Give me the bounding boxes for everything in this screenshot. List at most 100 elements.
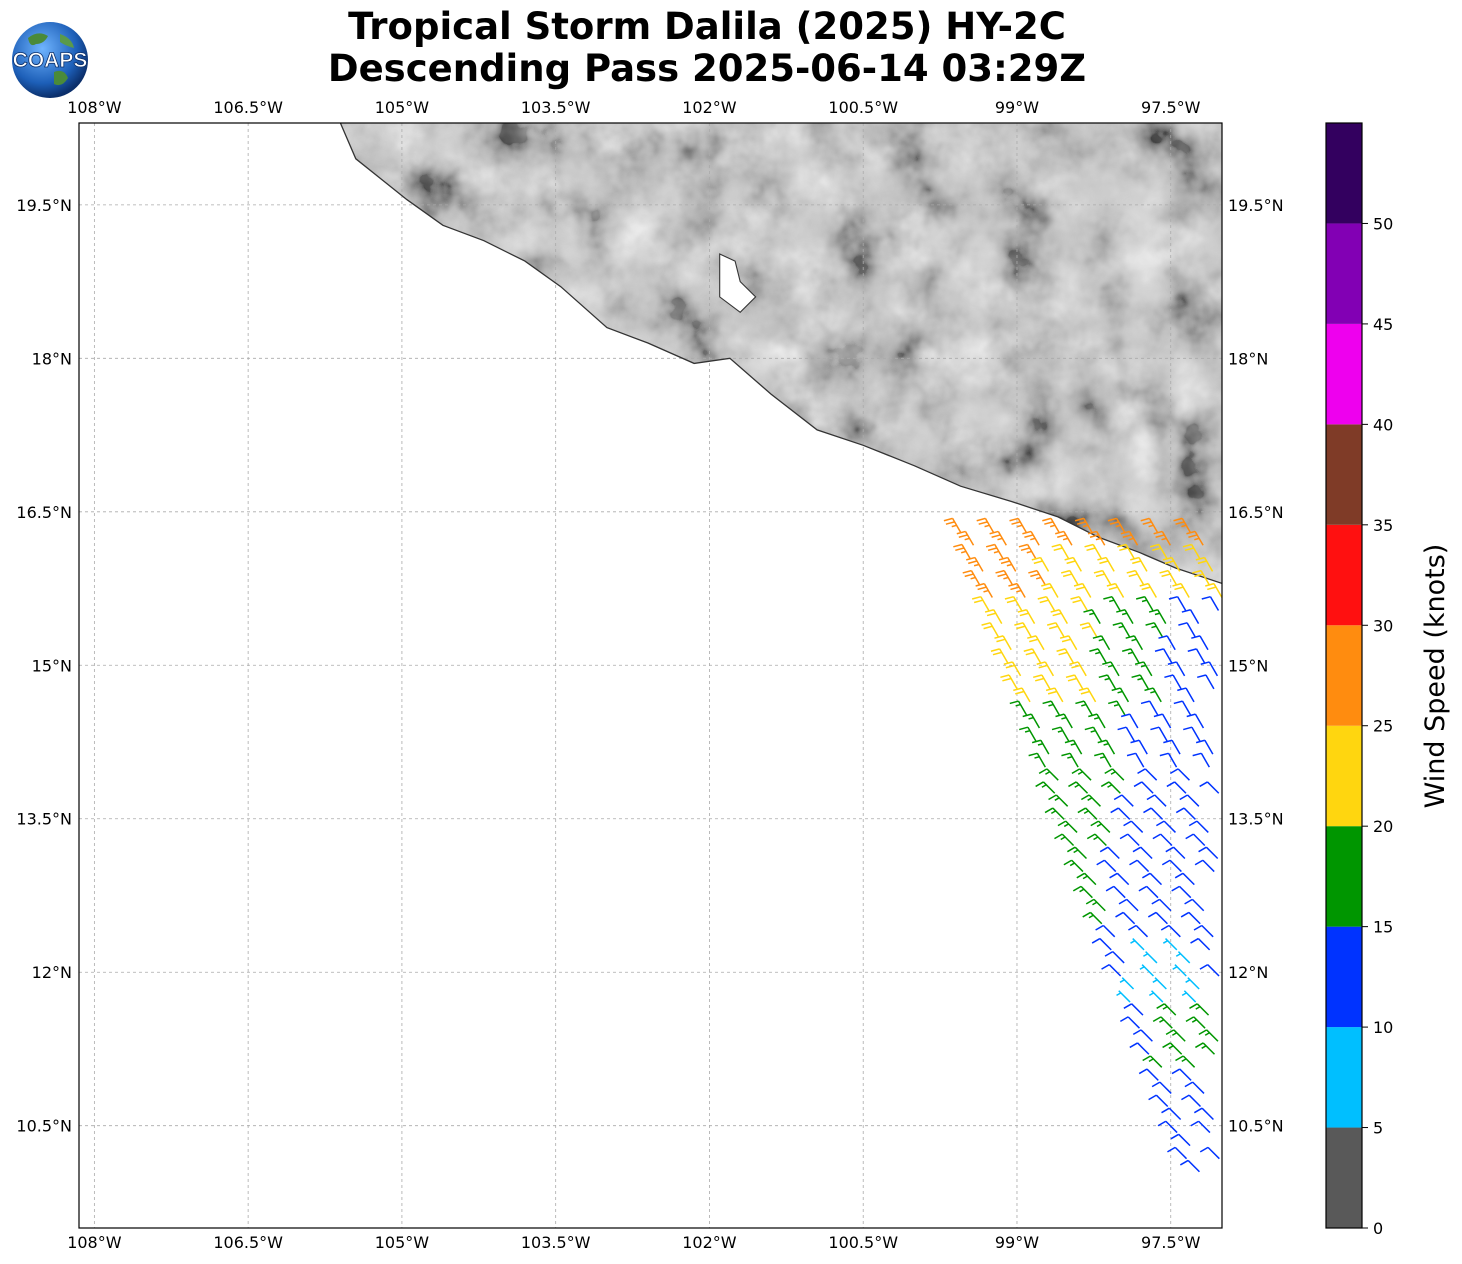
wind-barb (995, 569, 1013, 585)
colorbar-tick-label: 40 (1373, 415, 1393, 434)
wind-barb (1084, 726, 1103, 742)
wind-barb (1061, 752, 1079, 768)
wind-barb (1059, 635, 1078, 651)
wind-barb (1197, 674, 1215, 690)
wind-barb (1132, 846, 1153, 860)
wind-barb (1064, 739, 1083, 755)
wind-barb (1068, 781, 1089, 794)
wind-barb (971, 595, 990, 611)
lat-tick-label: 13.5°N (16, 810, 72, 829)
wind-barb (1184, 898, 1205, 912)
wind-barb (1169, 768, 1190, 781)
wind-barb (1143, 951, 1158, 964)
wind-barb (1086, 833, 1107, 846)
wind-barb (1186, 713, 1205, 729)
wind-barb (998, 556, 1017, 572)
wind-barb (1185, 833, 1206, 846)
wind-barb (1009, 700, 1028, 716)
wind-barb (1071, 768, 1092, 781)
map-panel (78, 122, 1223, 1229)
wind-barb (1152, 833, 1173, 846)
wind-barb (1205, 582, 1222, 598)
wind-barb (989, 530, 1007, 546)
wind-barb (1126, 569, 1145, 585)
wind-barb (1167, 661, 1186, 677)
colorbar-bin (1326, 926, 1362, 1028)
wind-barb (1076, 872, 1097, 886)
wind-barb (1038, 768, 1059, 781)
wind-barb (1099, 846, 1120, 860)
wind-barb (1092, 635, 1111, 651)
wind-barbs (943, 517, 1222, 1173)
lat-tick-label: 13.5°N (1228, 810, 1284, 829)
wind-barb (1158, 635, 1176, 651)
wind-barb (1140, 517, 1159, 533)
wind-barb (1060, 569, 1079, 585)
wind-barb (1129, 1042, 1150, 1055)
colorbar-tick-label: 30 (1373, 616, 1393, 635)
wind-barb (1018, 543, 1037, 559)
wind-barb (1199, 781, 1220, 794)
wind-barb (1173, 700, 1192, 716)
colorbar-bin (1326, 223, 1362, 324)
wind-barb (1151, 898, 1172, 912)
wind-barb (1031, 739, 1050, 755)
wind-barb (1142, 1055, 1163, 1068)
wind-barb (1182, 543, 1201, 559)
colorbar: 0 5 10 15 20 25 30 35 40 45 50 (1325, 122, 1393, 1238)
wind-barb (1148, 609, 1167, 624)
lat-tick-label: 19.5°N (1228, 196, 1284, 215)
wind-barb (1093, 569, 1112, 585)
wind-barb (1154, 648, 1173, 664)
wind-barb (1041, 582, 1059, 598)
wind-barb (1096, 859, 1117, 873)
wind-barb (1070, 595, 1088, 611)
wind-barb (985, 543, 1004, 559)
wind-barb (1104, 950, 1125, 964)
earth-globe-icon: COAPS (12, 22, 88, 98)
wind-barb (1090, 820, 1111, 833)
wind-barb (1027, 635, 1045, 651)
lon-tick-label: 105°W (375, 98, 430, 117)
wind-barb (956, 530, 975, 546)
wind-barb (1146, 794, 1167, 807)
wind-barb (1133, 781, 1154, 794)
wind-barb (1164, 674, 1182, 690)
wind-barb (1087, 530, 1106, 546)
colorbar-tick-label: 20 (1373, 817, 1393, 836)
wind-barb (1172, 582, 1190, 598)
wind-barb (1179, 1159, 1200, 1173)
lat-tick-label: 10.5°N (16, 1117, 72, 1136)
wind-barb (1126, 752, 1145, 768)
lon-tick-label: 105°W (375, 1233, 430, 1252)
wind-barb (1109, 872, 1130, 886)
lon-tick-label: 106.5°W (213, 1233, 283, 1252)
colorbar-bin (1326, 123, 1362, 224)
wind-barb (1132, 1029, 1153, 1042)
wind-barb (1179, 794, 1200, 807)
wind-barb (1117, 543, 1135, 559)
wind-barb (1175, 1055, 1196, 1068)
chart-title: Tropical Storm Dalila (2025) HY-2C Desce… (0, 6, 1414, 90)
wind-barb (1046, 622, 1065, 638)
wind-barb (1065, 674, 1084, 690)
wind-barb (1195, 739, 1214, 755)
wind-barb (1036, 661, 1055, 677)
lat-tick-label: 16.5°N (16, 503, 72, 522)
lat-tick-label: 15°N (32, 656, 72, 675)
colorbar-bin (1326, 424, 1362, 525)
lon-tick-label: 108°W (67, 1233, 122, 1252)
wind-barb (1189, 1003, 1210, 1016)
wind-barb (1077, 807, 1098, 820)
wind-barb (1181, 609, 1200, 624)
lon-tick-label: 102°W (682, 1233, 737, 1252)
wind-barb (1159, 569, 1177, 585)
lat-tick-label: 10.5°N (1228, 1117, 1284, 1136)
wind-barb (1000, 674, 1018, 690)
wind-barb (1009, 517, 1027, 533)
wind-barb (1042, 700, 1060, 716)
wind-barb (1073, 582, 1092, 598)
wind-barb (1115, 911, 1136, 925)
wind-barb (1151, 1081, 1172, 1094)
wind-barb (1139, 964, 1154, 977)
